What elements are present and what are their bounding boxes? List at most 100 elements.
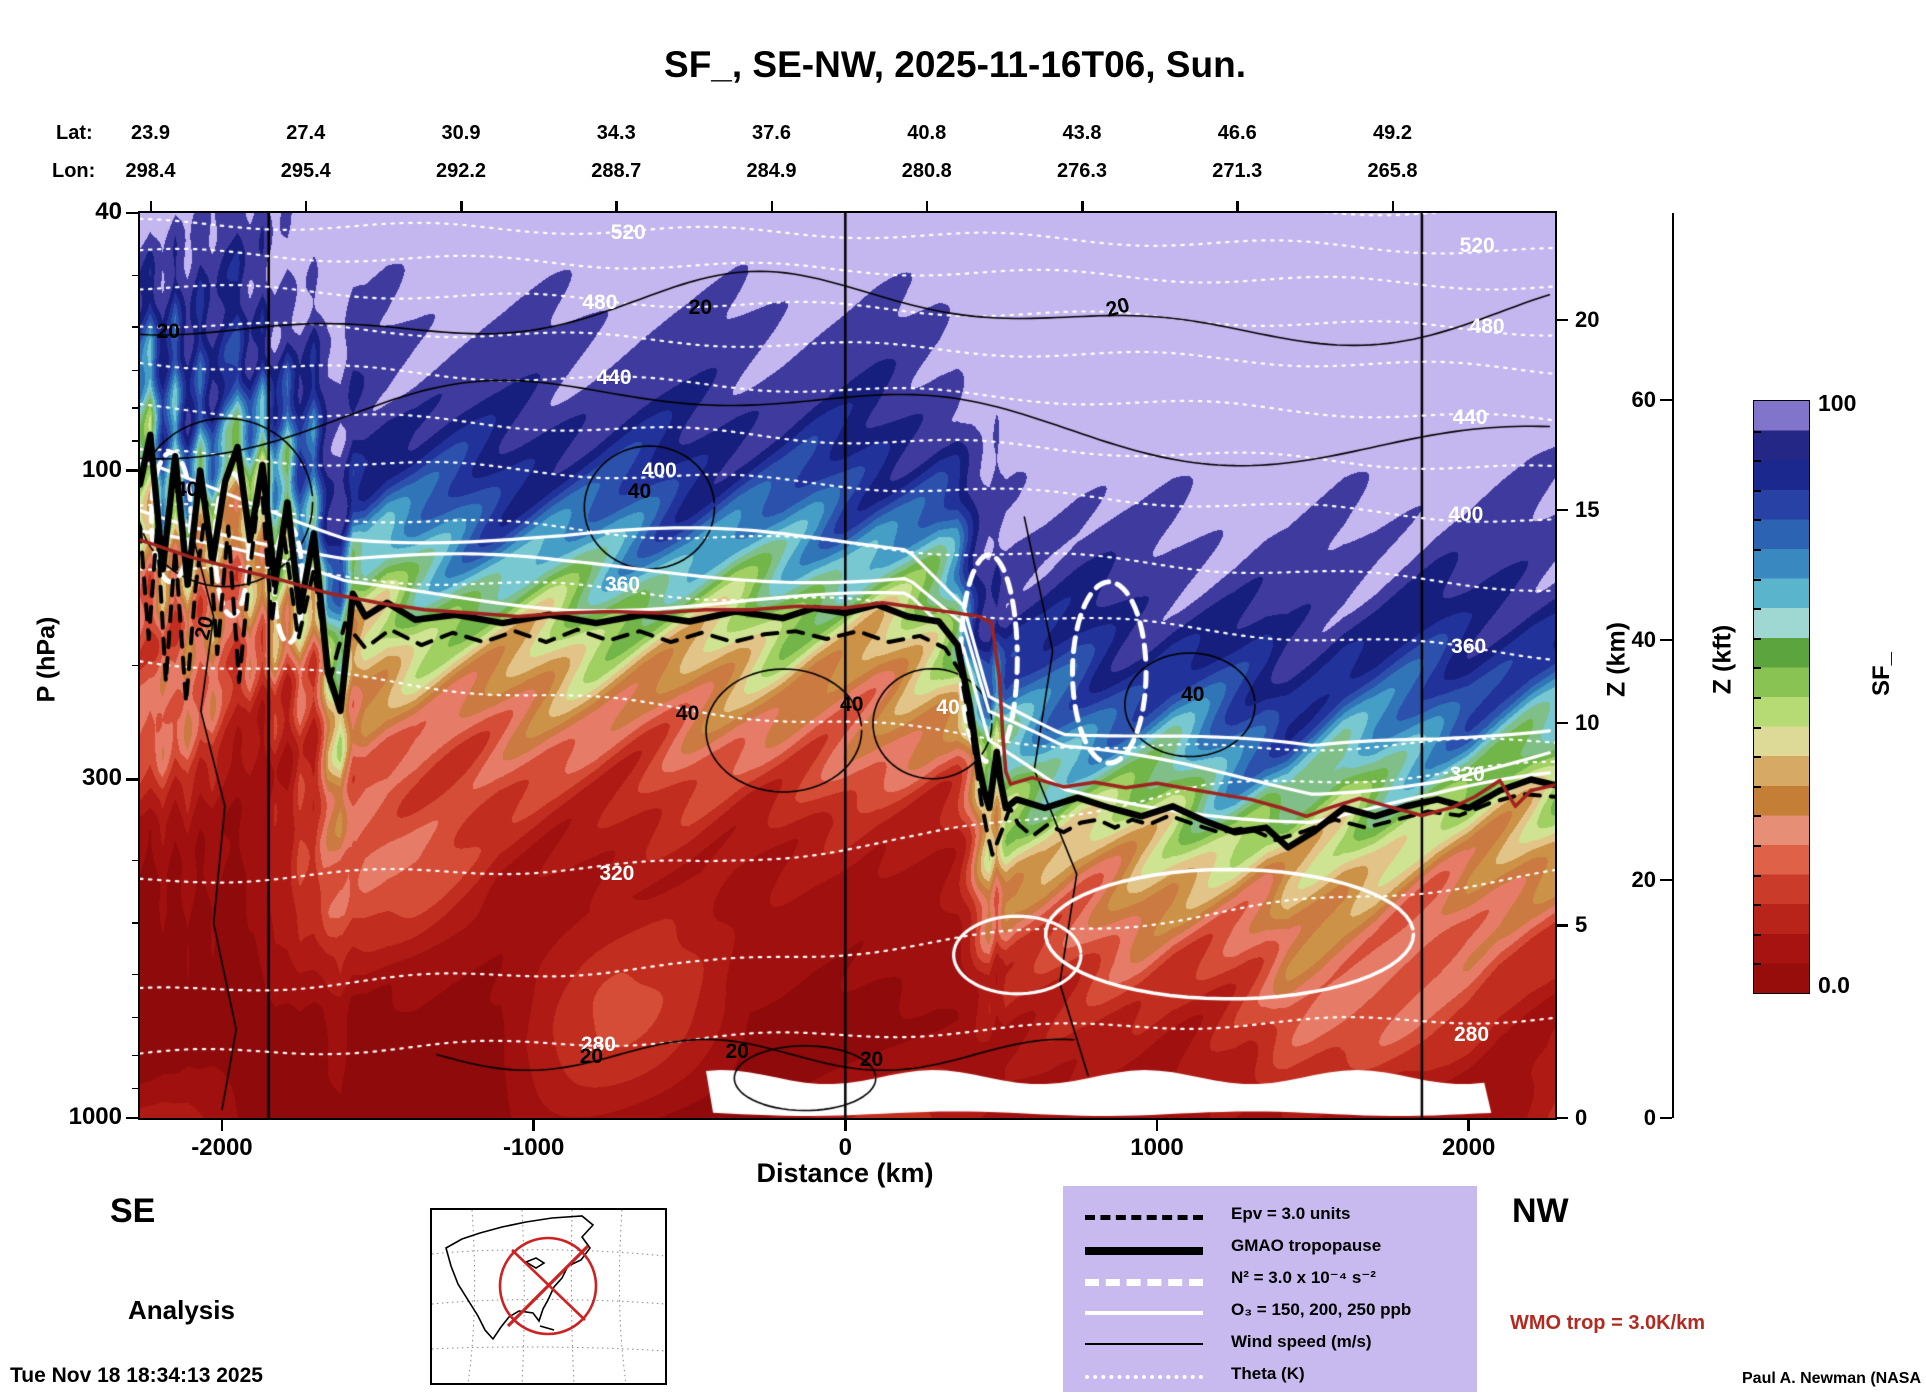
z-kft-tick-label: 20 [1631, 866, 1656, 892]
distance-axis-label: Distance (km) [756, 1158, 934, 1188]
lon-value: 298.4 [125, 160, 176, 182]
z-kft-tick-label: 0 [1643, 1105, 1656, 1130]
lat-value: 46.6 [1217, 122, 1257, 144]
pressure-minor-tick [132, 369, 140, 372]
legend-sample-n2 [1085, 1279, 1203, 1286]
contour-label-40: 40 [175, 477, 199, 501]
distance-tick [1467, 1118, 1470, 1131]
pressure-minor-tick [132, 1087, 140, 1090]
z-km-tick [1555, 721, 1568, 725]
legend-item-gmao-tropopause: GMAO tropopause [1063, 1230, 1477, 1264]
legend-sample-epv [1085, 1215, 1203, 1220]
z-km-axis-label: Z (km) [1602, 622, 1631, 697]
map-inset [430, 1208, 667, 1385]
z-kft-axis-label: Z (kft) [1708, 624, 1737, 695]
legend-label-theta: Theta (K) [1231, 1364, 1305, 1383]
map-transect-cross [506, 1244, 590, 1328]
legend-sample-theta [1085, 1375, 1203, 1379]
legend: Epv = 3.0 units GMAO tropopause N² = 3.0 x… [1063, 1186, 1477, 1392]
colorbar-tick [1754, 549, 1761, 551]
legend-label-epv: Epv = 3.0 units [1231, 1204, 1351, 1223]
chart-title: SF_, SE-NW, 2025-11-16T06, Sun. [664, 44, 1246, 85]
contour-label-20: 20 [579, 1045, 604, 1069]
pressure-minor-tick [132, 664, 140, 667]
z-kft-tick [1660, 398, 1672, 402]
top-tick [1236, 201, 1239, 213]
z-kft-tick [1660, 878, 1672, 882]
pressure-tick [126, 1116, 140, 1120]
timestamp: Tue Nov 18 18:34:13 2025 [10, 1364, 263, 1387]
distance-tick-label: 0 [838, 1134, 852, 1161]
z-kft-tick [1660, 638, 1672, 642]
contour-label-40: 40 [1181, 682, 1205, 706]
z-km-tick-label: 0 [1575, 1105, 1588, 1130]
lat-value: 34.3 [596, 122, 636, 144]
pressure-minor-tick [132, 440, 140, 442]
colorbar-tick [1754, 460, 1761, 463]
colorbar-tick [1754, 519, 1761, 522]
legend-label-n2: N² = 3.0 x 10⁻⁴ s⁻² [1231, 1268, 1376, 1287]
colorbar-tick [1754, 874, 1761, 877]
distance-tick [844, 1118, 847, 1131]
pressure-minor-tick [132, 326, 140, 328]
colorbar-tick [1754, 430, 1761, 433]
top-tick [1391, 201, 1394, 213]
top-tick [1081, 201, 1084, 213]
pressure-minor-tick [132, 973, 140, 976]
z-km-tick-label: 15 [1575, 496, 1600, 522]
distance-tick [1155, 1118, 1159, 1131]
z-km-tick-label: 5 [1575, 912, 1588, 938]
lon-value: 284.9 [746, 160, 797, 182]
wmo-tropopause-note: WMO trop = 3.0K/km [1510, 1312, 1706, 1334]
lat-value: 23.9 [131, 122, 170, 144]
colorbar-title: SF_ [1868, 652, 1895, 697]
lon-value: 276.3 [1056, 160, 1108, 182]
contour-label-400: 400 [641, 458, 677, 482]
legend-sample-wind [1085, 1343, 1203, 1345]
colorbar-tick [1754, 667, 1761, 670]
top-tick [770, 201, 773, 213]
colorbar-tick [1754, 697, 1761, 699]
contour-label-20: 20 [156, 319, 180, 343]
contour-label-280: 280 [580, 1032, 616, 1056]
legend-label-gmao-tropopause: GMAO tropopause [1231, 1236, 1382, 1255]
lon-value: 280.8 [901, 160, 952, 182]
colorbar-tick [1754, 815, 1761, 818]
pressure-minor-tick [132, 1016, 140, 1019]
z-kft-axis-line [1672, 213, 1674, 1118]
corner-label-nw: NW [1512, 1192, 1569, 1230]
pressure-tick-label: 300 [81, 764, 122, 792]
contour-label-20: 20 [859, 1048, 884, 1072]
legend-item-n2: N² = 3.0 x 10⁻⁴ s⁻² [1063, 1262, 1477, 1296]
legend-item-ozone: O₃ = 150, 200, 250 ppb [1063, 1294, 1477, 1328]
colorbar-tick [1754, 904, 1761, 907]
lat-value: 43.8 [1062, 122, 1102, 144]
lon-value: 288.7 [591, 160, 642, 182]
colorbar-tick [1754, 608, 1761, 611]
corner-label-se: SE [110, 1192, 156, 1230]
colorbar-tick [1754, 756, 1761, 759]
contour-label-40: 40 [675, 702, 700, 726]
colorbar-tick [1754, 845, 1761, 847]
pressure-axis-label: P (hPa) [32, 616, 61, 703]
distance-tick-label: 2000 [1441, 1134, 1496, 1161]
distance-tick-label: -2000 [191, 1134, 253, 1161]
pressure-minor-tick [132, 1054, 140, 1056]
pressure-minor-tick [132, 922, 140, 924]
pressure-tick [126, 469, 140, 472]
lat-value: 40.8 [907, 122, 947, 144]
distance-tick [532, 1118, 535, 1131]
legend-sample-gmao-tropopause [1085, 1247, 1203, 1255]
lat-value: 30.9 [441, 122, 481, 144]
colorbar-tick [1754, 578, 1761, 581]
colorbar-tick [1754, 933, 1761, 936]
lat-value: 27.4 [286, 122, 326, 144]
distance-tick-label: -1000 [502, 1134, 565, 1161]
legend-item-epv: Epv = 3.0 units [1063, 1198, 1477, 1232]
z-km-tick [1555, 924, 1568, 927]
legend-item-wind: Wind speed (m/s) [1063, 1326, 1477, 1360]
colorbar-min-label: 0.0 [1818, 972, 1850, 998]
contour-label-360: 360 [1451, 634, 1487, 658]
distance-tick-label: 1000 [1130, 1134, 1184, 1161]
z-kft-tick-label: 40 [1631, 626, 1656, 652]
